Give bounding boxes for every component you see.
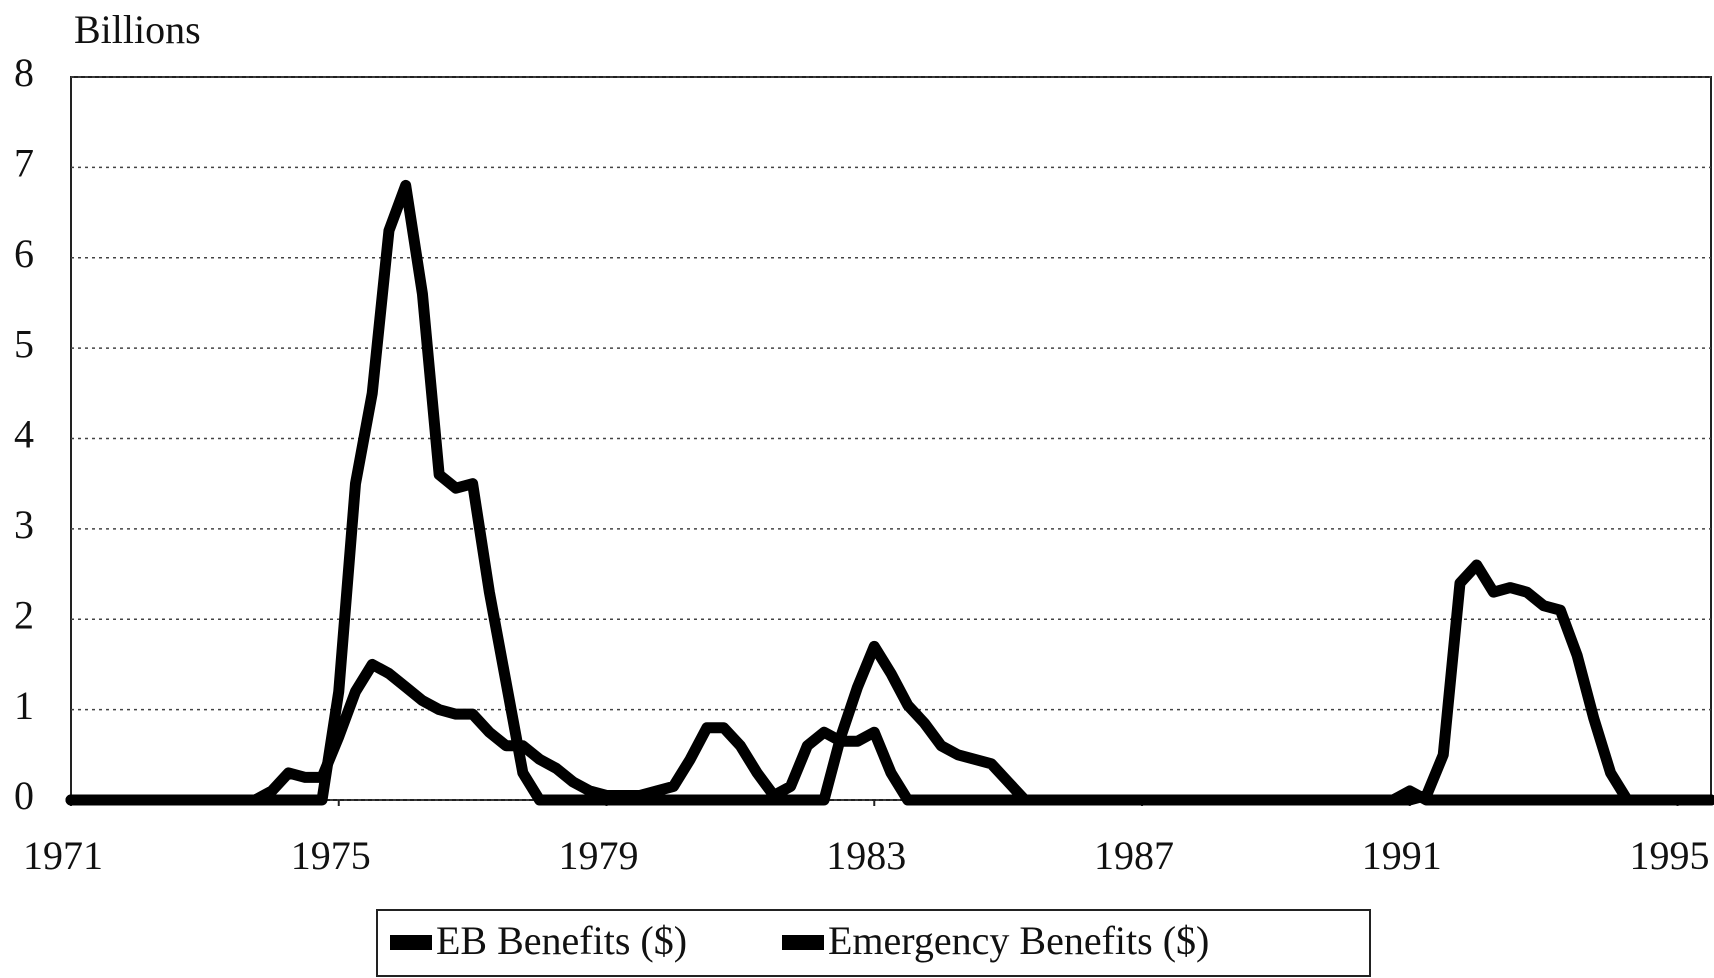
x-tick-label: 1979: [559, 833, 639, 878]
line-series: [65, 658, 1714, 806]
legend-swatch: [390, 935, 432, 950]
x-tick-label: 1971: [23, 833, 103, 878]
x-tick-label: 1983: [826, 833, 906, 878]
y-tick-label: 4: [14, 412, 34, 457]
y-tick-label: 8: [14, 50, 34, 95]
x-tick-label: 1995: [1630, 833, 1710, 878]
y-tick-label: 6: [14, 231, 34, 276]
y-axis-label: Billions: [74, 7, 201, 52]
y-tick-label: 2: [14, 592, 34, 637]
legend-swatch: [782, 935, 824, 950]
x-tick-label: 1991: [1362, 833, 1442, 878]
y-tick-label: 5: [14, 321, 34, 366]
x-tick-label: 1987: [1094, 833, 1174, 878]
legend-label: EB Benefits ($): [436, 918, 687, 963]
legend-box: [376, 909, 1371, 977]
y-tick-label: 0: [14, 773, 34, 818]
y-tick-label: 1: [14, 683, 34, 728]
line-series: [65, 179, 1714, 806]
legend-label: Emergency Benefits ($): [828, 918, 1209, 963]
y-tick-label: 7: [14, 141, 34, 186]
x-tick-label: 1975: [291, 833, 371, 878]
y-tick-label: 3: [14, 502, 34, 547]
